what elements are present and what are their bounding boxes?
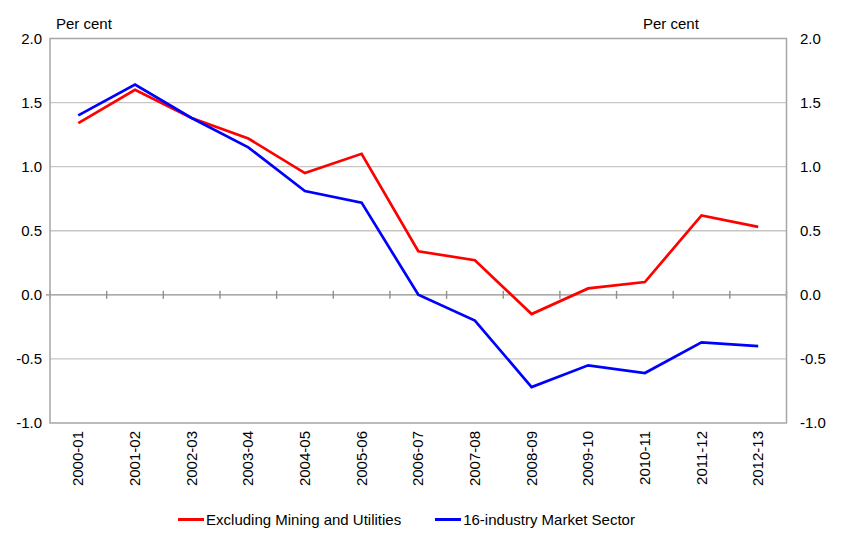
svg-text:2001-02: 2001-02 (126, 431, 143, 486)
svg-text:1.5: 1.5 (21, 94, 42, 111)
svg-text:0.5: 0.5 (21, 222, 42, 239)
svg-text:2008-09: 2008-09 (523, 431, 540, 486)
svg-text:-0.5: -0.5 (800, 350, 826, 367)
chart-page: 2.0 2.0 1.5 1.5 1.0 1.0 0.5 0.5 0.0 0.0 -0.5 -0.5 -1… (0, 0, 841, 541)
legend-item-16-industry-market-sector: 16-industry Market Sector (435, 511, 635, 528)
svg-text:2007-08: 2007-08 (466, 431, 483, 486)
legend-label: 16-industry Market Sector (463, 511, 635, 528)
legend-label: Excluding Mining and Utilities (206, 511, 401, 528)
svg-text:1.0: 1.0 (800, 158, 821, 175)
legend-line-sample-blue (435, 518, 461, 521)
svg-text:-0.5: -0.5 (16, 350, 42, 367)
svg-text:-1.0: -1.0 (800, 414, 826, 431)
svg-text:0.0: 0.0 (800, 286, 821, 303)
svg-text:2006-07: 2006-07 (409, 431, 426, 486)
legend-line-sample-red (178, 518, 204, 521)
y-axis-title-left: Per cent (56, 15, 112, 32)
legend-item-excluding-mining-and-utilities: Excluding Mining and Utilities (178, 511, 401, 528)
svg-text:-1.0: -1.0 (16, 414, 42, 431)
svg-text:2010-11: 2010-11 (636, 431, 653, 485)
svg-text:2005-06: 2005-06 (353, 431, 370, 486)
line-chart: 2.0 2.0 1.5 1.5 1.0 1.0 0.5 0.5 0.0 0.0 -0.5 -0.5 -1… (0, 0, 841, 541)
svg-text:2009-10: 2009-10 (579, 431, 596, 486)
svg-text:1.0: 1.0 (21, 158, 42, 175)
svg-text:0.0: 0.0 (21, 286, 42, 303)
svg-text:2000-01: 2000-01 (69, 431, 86, 486)
svg-text:0.5: 0.5 (800, 222, 821, 239)
svg-text:2011-12: 2011-12 (693, 431, 710, 485)
svg-text:2.0: 2.0 (800, 30, 821, 47)
svg-text:1.5: 1.5 (800, 94, 821, 111)
y-axis-title-right: Per cent (643, 15, 699, 32)
svg-text:2.0: 2.0 (21, 30, 42, 47)
legend: Excluding Mining and Utilities 16-indust… (0, 511, 827, 528)
svg-text:2003-04: 2003-04 (239, 431, 256, 486)
svg-text:2012-13: 2012-13 (749, 431, 766, 486)
svg-text:2002-03: 2002-03 (183, 431, 200, 486)
svg-text:2004-05: 2004-05 (296, 431, 313, 486)
